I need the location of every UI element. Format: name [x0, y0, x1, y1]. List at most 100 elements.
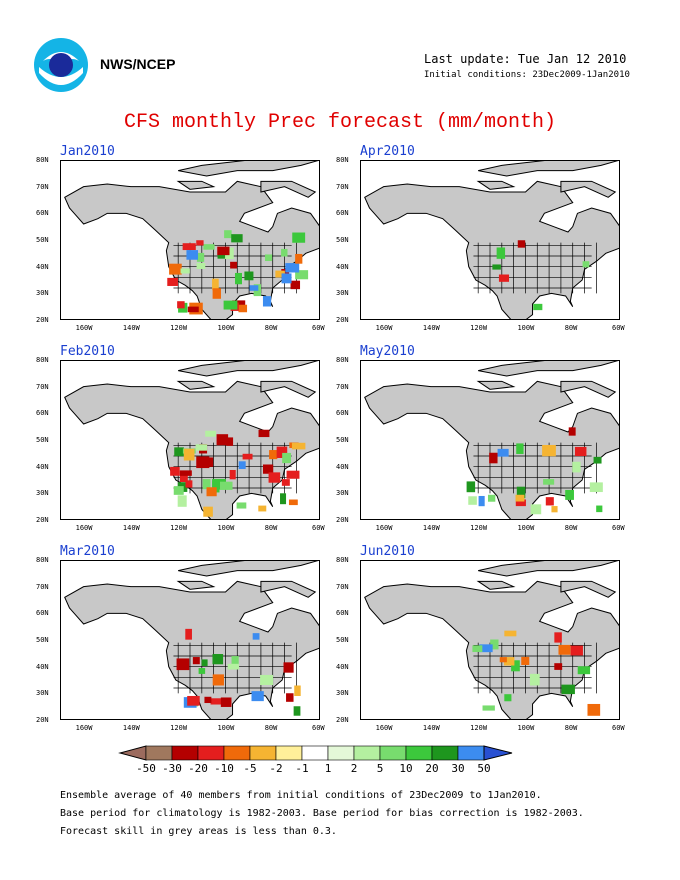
note-ensemble: Ensemble average of 40 members from init… — [60, 790, 542, 801]
anomaly-cell — [262, 464, 274, 474]
longitude-label: 100W — [217, 324, 235, 332]
noaa-logo — [34, 38, 88, 92]
anomaly-cell — [258, 429, 270, 438]
anomaly-cell — [497, 448, 509, 457]
colorbar-segment — [327, 745, 355, 761]
anomaly-cell — [542, 444, 556, 457]
anomaly-cell — [206, 487, 217, 497]
longitude-label: 120W — [470, 524, 488, 532]
latitude-label: 70N — [36, 382, 49, 391]
panel-month-label: Apr2010 — [360, 144, 415, 159]
anomaly-cell — [192, 657, 200, 665]
colorbar-segment — [353, 745, 381, 761]
anomaly-cell — [220, 697, 232, 707]
colorbar-segment — [379, 745, 407, 761]
anomaly-cell — [244, 271, 254, 281]
land-area — [364, 180, 620, 320]
colorbar-label: -5 — [243, 762, 256, 775]
latitude-label: 30N — [36, 289, 49, 298]
anomaly-cell — [596, 505, 603, 513]
anomaly-cell — [466, 481, 476, 493]
anomaly-cell — [183, 448, 195, 461]
latitude-label: 50N — [36, 436, 49, 444]
anomaly-cell — [238, 304, 248, 313]
colorbar-segment — [457, 745, 485, 761]
anomaly-cell — [174, 447, 184, 457]
colorbar-label: -30 — [162, 762, 182, 775]
forecast-map — [360, 560, 620, 720]
latitude-label: 60N — [36, 409, 49, 418]
anomaly-cell — [198, 668, 206, 674]
map-frame — [60, 160, 320, 320]
anomaly-cell — [295, 253, 303, 264]
anomaly-cell — [260, 674, 274, 686]
anomaly-cell — [217, 251, 230, 259]
anomaly-cell — [230, 261, 238, 269]
anomaly-cell — [288, 499, 298, 506]
anomaly-cell — [468, 496, 477, 505]
anomaly-cell — [515, 499, 526, 507]
land-area — [560, 180, 617, 198]
anomaly-cell — [231, 656, 239, 668]
latitude-label: 20N — [336, 316, 349, 324]
org-name: NWS/NCEP — [100, 56, 176, 72]
latitude-label: 20N — [336, 716, 349, 724]
colorbar-segment — [197, 745, 225, 761]
latitude-label: 60N — [336, 209, 349, 218]
colorbar-segment — [223, 745, 251, 761]
latitude-label: 70N — [36, 582, 49, 591]
anomaly-cell — [227, 663, 240, 670]
anomaly-cell — [185, 628, 192, 640]
anomaly-cell — [504, 694, 512, 702]
anomaly-cell — [212, 288, 221, 299]
longitude-label: 120W — [170, 324, 188, 332]
colorbar-label: -50 — [136, 762, 156, 775]
longitude-label: 60W — [312, 524, 325, 532]
anomaly-cell — [565, 489, 574, 500]
anomaly-cell — [490, 639, 499, 650]
longitude-label: 140W — [422, 524, 440, 532]
latitude-label: 80N — [36, 356, 49, 364]
note-base-period: Base period for climatology is 1982-2003… — [60, 808, 584, 819]
anomaly-cell — [286, 693, 294, 702]
anomaly-cell — [504, 657, 515, 666]
anomaly-cell — [185, 480, 193, 488]
anomaly-cell — [479, 644, 493, 653]
longitude-label: 140W — [122, 524, 140, 532]
colorbar-segment — [275, 745, 303, 761]
page-title: CFS monthly Prec forecast (mm/month) — [123, 111, 557, 134]
longitude-label: 100W — [517, 524, 535, 532]
last-update: Last update: Tue Jan 12 2010 — [424, 52, 627, 66]
forecast-map — [60, 360, 320, 520]
forecast-map — [60, 160, 320, 320]
anomaly-cell — [203, 506, 213, 517]
land-area — [560, 580, 617, 598]
latitude-label: 40N — [336, 662, 349, 671]
anomaly-cell — [235, 272, 242, 285]
anomaly-cell — [224, 230, 232, 239]
anomaly-cell — [281, 273, 292, 284]
anomaly-cell — [281, 479, 290, 486]
colorbar-label: -10 — [214, 762, 234, 775]
note-skill: Forecast skill in grey areas is less tha… — [60, 826, 337, 837]
longitude-label: 80W — [264, 524, 278, 532]
anomaly-cell — [229, 469, 236, 480]
anomaly-cell — [249, 285, 259, 291]
land-area — [476, 580, 516, 590]
land-area — [176, 580, 216, 590]
longitude-label: 80W — [264, 324, 278, 332]
colorbar-right-arrow — [483, 745, 513, 761]
anomaly-cell — [577, 666, 591, 675]
anomaly-cell — [290, 280, 301, 290]
latitude-label: 80N — [336, 156, 349, 164]
latitude-label: 70N — [36, 182, 49, 191]
anomaly-cell — [195, 444, 208, 451]
anomaly-cell — [226, 437, 234, 446]
anomaly-cell — [196, 252, 205, 262]
land-area — [478, 160, 620, 177]
anomaly-cell — [203, 244, 215, 250]
anomaly-cell — [167, 277, 178, 286]
longitude-label: 80W — [564, 524, 578, 532]
longitude-label: 120W — [470, 724, 488, 732]
anomaly-cell — [219, 481, 233, 490]
